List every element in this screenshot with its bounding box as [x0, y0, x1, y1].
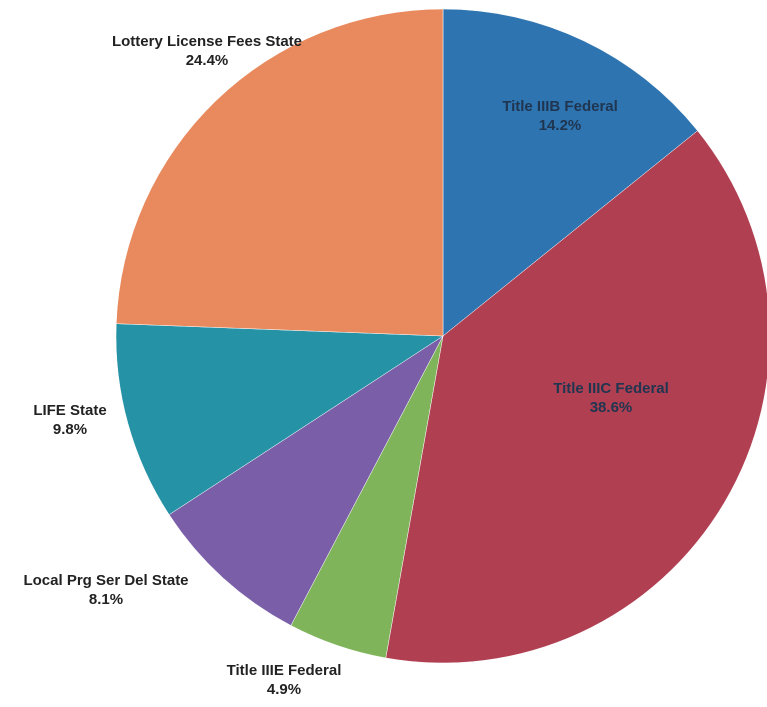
- slice-label-group: Local Prg Ser Del State 8.1%: [23, 572, 188, 608]
- slice-label-group: LIFE State 9.8%: [33, 402, 106, 438]
- slice-label-group: Lottery License Fees State 24.4%: [112, 33, 302, 69]
- slice-label: Title IIIE Federal: [227, 662, 342, 679]
- slice-percent-label: 8.1%: [89, 591, 123, 608]
- pie-slice-local-prg-ser-del-state: [168, 335, 444, 626]
- pie-slice-lottery-license-fees-state: [115, 8, 444, 337]
- slice-label: LIFE State: [33, 402, 106, 419]
- pie-slices: [115, 8, 767, 664]
- pie-slice-life-state: [115, 323, 444, 516]
- pie-slice-title-iiic-federal: [385, 130, 767, 664]
- slice-percent-label: 4.9%: [267, 681, 301, 698]
- slice-label: Local Prg Ser Del State: [23, 572, 188, 589]
- slice-label-group: Title IIIC Federal 38.6%: [553, 380, 669, 416]
- pie-slice-title-iiib-federal: [442, 8, 698, 337]
- slice-label: Title IIIC Federal: [553, 380, 669, 397]
- pie-labels: Title IIIB Federal 14.2% Title IIIC Federa…: [23, 33, 668, 698]
- slice-label: Title IIIB Federal: [502, 98, 618, 115]
- slice-label: Lottery License Fees State: [112, 33, 302, 50]
- slice-percent-label: 9.8%: [53, 421, 87, 438]
- slice-label-group: Title IIIE Federal 4.9%: [227, 662, 342, 698]
- slice-percent-label: 38.6%: [590, 399, 633, 416]
- slice-percent-label: 14.2%: [539, 117, 582, 134]
- slice-label-group: Title IIIB Federal 14.2%: [502, 98, 618, 134]
- slice-percent-label: 24.4%: [186, 52, 229, 69]
